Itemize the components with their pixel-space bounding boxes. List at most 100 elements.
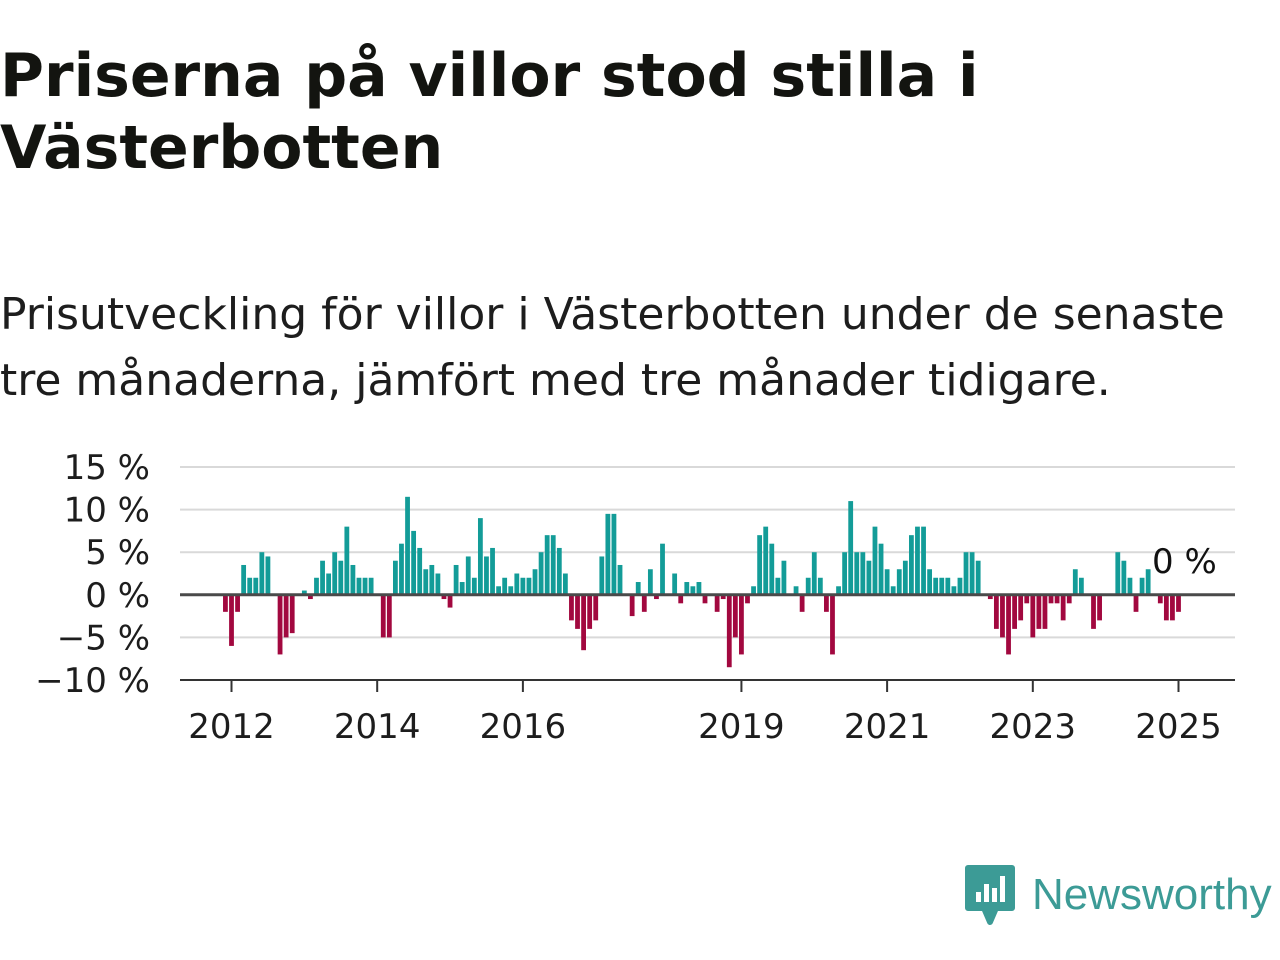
bar — [617, 564, 623, 595]
bar — [854, 552, 860, 595]
axis-labels: 15 %10 %5 %0 %−5 %−10 %2012 2014 2016 2019 2… — [35, 448, 1222, 747]
logo-text: Newsworthy — [1032, 870, 1272, 919]
bar — [975, 560, 981, 595]
bar — [909, 535, 914, 595]
bar — [629, 594, 635, 617]
bar — [951, 586, 957, 595]
bar — [411, 530, 417, 595]
bar — [538, 552, 544, 595]
bar — [836, 586, 841, 595]
bar — [1060, 594, 1066, 621]
bar — [1036, 594, 1042, 629]
bar — [1115, 552, 1121, 595]
newsworthy-chart-icon — [965, 865, 1015, 925]
bar — [550, 535, 556, 595]
bar — [945, 577, 951, 595]
bar — [799, 594, 805, 612]
x-tick-label: 2016 — [480, 707, 567, 747]
bar — [459, 582, 465, 595]
bar — [289, 594, 295, 634]
bar — [805, 577, 811, 595]
bar — [769, 543, 775, 595]
bar — [647, 569, 653, 595]
bar — [417, 547, 423, 595]
bar — [314, 577, 319, 595]
bar — [1139, 577, 1145, 595]
bar — [247, 577, 253, 595]
bar — [684, 582, 690, 595]
y-tick-label: −10 % — [35, 661, 150, 701]
bar — [696, 582, 702, 595]
bar — [933, 577, 939, 595]
bar — [587, 594, 593, 629]
bar — [726, 594, 732, 668]
x-tick-label: 2014 — [334, 707, 421, 747]
bar — [320, 560, 325, 595]
bar — [714, 594, 720, 612]
bar — [635, 582, 641, 595]
bar — [1157, 594, 1163, 604]
bar — [599, 556, 605, 595]
bar — [356, 577, 362, 595]
bar — [672, 573, 678, 595]
y-tick-label: 0 % — [85, 576, 150, 616]
bar — [720, 594, 726, 600]
bar — [477, 518, 483, 595]
bar — [1133, 594, 1139, 612]
bar — [429, 564, 435, 595]
bar — [526, 577, 532, 595]
bar — [1121, 560, 1127, 595]
x-tick-label: 2025 — [1135, 707, 1222, 747]
bar — [593, 594, 599, 621]
bar-chart: 15 %10 %5 %0 %−5 %−10 %2012 2014 2016 2019 2… — [35, 448, 1235, 747]
x-tick-label: 2012 — [188, 707, 275, 747]
bar — [1066, 594, 1072, 604]
bar — [969, 552, 975, 595]
bar — [957, 577, 963, 595]
x-tick-label: 2021 — [844, 707, 931, 747]
bar — [405, 496, 410, 595]
bar — [848, 501, 854, 595]
bar — [386, 594, 392, 638]
bar — [235, 594, 240, 612]
bar — [1006, 594, 1011, 655]
bar — [866, 560, 872, 595]
bar — [556, 547, 562, 595]
bar — [277, 594, 283, 655]
bar — [939, 577, 945, 595]
y-tick-label: −5 % — [57, 618, 150, 658]
bar — [872, 526, 878, 595]
bar — [241, 564, 247, 595]
bar — [575, 594, 580, 629]
bar — [447, 594, 453, 608]
bar — [775, 577, 781, 595]
bar — [332, 552, 338, 595]
bar — [1030, 594, 1036, 638]
y-tick-label: 10 % — [64, 491, 150, 531]
bar — [1127, 577, 1133, 595]
bar — [1012, 594, 1017, 629]
bar — [581, 594, 586, 651]
y-tick-label: 15 % — [64, 448, 150, 488]
bars — [223, 496, 1181, 668]
bar — [902, 560, 908, 595]
bar — [1145, 569, 1151, 595]
bar — [484, 556, 489, 595]
bar — [520, 577, 526, 595]
axes — [180, 593, 1235, 692]
bar — [763, 526, 769, 595]
bar — [229, 594, 234, 646]
bar — [399, 543, 404, 595]
bar — [393, 560, 398, 595]
bar — [259, 552, 265, 595]
bar — [380, 594, 386, 638]
bar — [611, 513, 617, 595]
bar — [490, 547, 495, 595]
bar — [830, 594, 835, 655]
bar — [1018, 594, 1024, 621]
bar — [860, 552, 866, 595]
bar — [745, 594, 750, 604]
bar — [362, 577, 368, 595]
bar — [453, 564, 459, 595]
bar — [368, 577, 374, 595]
